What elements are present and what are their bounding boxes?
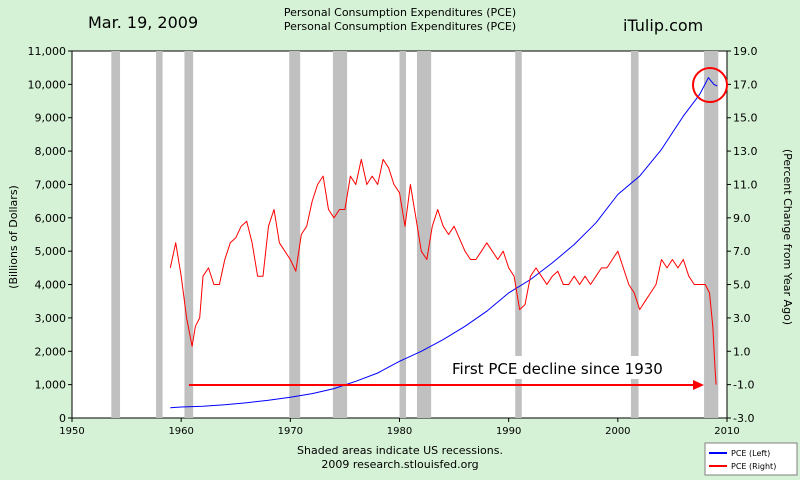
x-tick-label: 2010	[714, 426, 739, 437]
x-tick-label: 1990	[496, 426, 521, 437]
recession-band	[704, 51, 719, 418]
y-right-tick-label: 19.0	[733, 45, 758, 58]
recession-band	[630, 51, 639, 418]
y-left-tick-label: 8,000	[35, 145, 67, 158]
recession-band	[184, 51, 194, 418]
annotation-arrowhead	[693, 380, 704, 390]
footer-source: 2009 research.stlouisfed.org	[321, 458, 478, 471]
y-left-tick-label: 9,000	[35, 112, 67, 125]
x-tick-label: 1960	[168, 426, 193, 437]
x-tick-label: 1970	[278, 426, 303, 437]
y-right-tick-label: 11.0	[733, 178, 758, 191]
x-tick-label: 1980	[387, 426, 412, 437]
y-left-tick-label: 7,000	[35, 178, 67, 191]
y-right-tick-label: 13.0	[733, 145, 758, 158]
recession-bands	[111, 51, 719, 418]
recession-band	[515, 51, 522, 418]
y-left-tick-label: 10,000	[28, 78, 67, 91]
recession-band	[399, 51, 407, 418]
chart-title-line1: Personal Consumption Expenditures (PCE)	[284, 6, 516, 19]
recession-band	[332, 51, 348, 418]
recession-band	[416, 51, 432, 418]
brand-label: iTulip.com	[623, 16, 703, 35]
annotation-backdrop	[449, 356, 683, 379]
x-tick-label: 2000	[605, 426, 630, 437]
y-left-tick-label: 0	[59, 412, 66, 425]
x-tick-label: 1950	[59, 426, 84, 437]
series-lines	[169, 77, 718, 409]
legend-label-pce-right: PCE (Right)	[731, 462, 776, 471]
y-right-tick-label: 3.0	[733, 312, 751, 325]
recession-band	[111, 51, 121, 418]
legend-box	[704, 442, 798, 476]
recession-band	[156, 51, 163, 418]
y-right-label: (Percent Change from Year Ago)	[781, 149, 794, 325]
y-right-tick-label: 5.0	[733, 279, 751, 292]
y-right-tick-label: -3.0	[733, 412, 754, 425]
series-line-pce-right	[169, 158, 717, 385]
recession-band	[289, 51, 301, 418]
annotation-text: First PCE decline since 1930	[452, 360, 663, 378]
y-right-tick-label: 1.0	[733, 345, 751, 358]
y-right-tick-label: 15.0	[733, 112, 758, 125]
y-left-tick-label: 1,000	[35, 379, 67, 392]
y-left-tick-label: 6,000	[35, 212, 67, 225]
y-right-tick-label: -1.0	[733, 379, 754, 392]
legend-label-pce-left: PCE (Left)	[731, 449, 770, 458]
y-left-tick-label: 5,000	[35, 245, 67, 258]
y-right-tick-label: 7.0	[733, 245, 751, 258]
chart-date: Mar. 19, 2009	[88, 13, 198, 32]
y-left-tick-label: 2,000	[35, 345, 67, 358]
y-right-tick-label: 17.0	[733, 78, 758, 91]
axes: 0 1,000 2,000 3,000 4,000 5,000 6,000 7,000 8,00…	[28, 45, 758, 437]
y-left-tick-label: 3,000	[35, 312, 67, 325]
highlight-circle	[692, 67, 728, 103]
y-left-tick-label: 4,000	[35, 279, 67, 292]
y-left-label: (Billions of Dollars)	[7, 185, 20, 289]
chart-title-line2: Personal Consumption Expenditures (PCE)	[284, 20, 516, 33]
legend: PCE (Left) PCE (Right)	[704, 442, 798, 476]
y-left-tick-label: 11,000	[28, 45, 67, 58]
y-right-tick-label: 9.0	[733, 212, 751, 225]
footer-recession-note: Shaded areas indicate US recessions.	[297, 444, 503, 457]
series-line-pce-left	[170, 77, 718, 409]
